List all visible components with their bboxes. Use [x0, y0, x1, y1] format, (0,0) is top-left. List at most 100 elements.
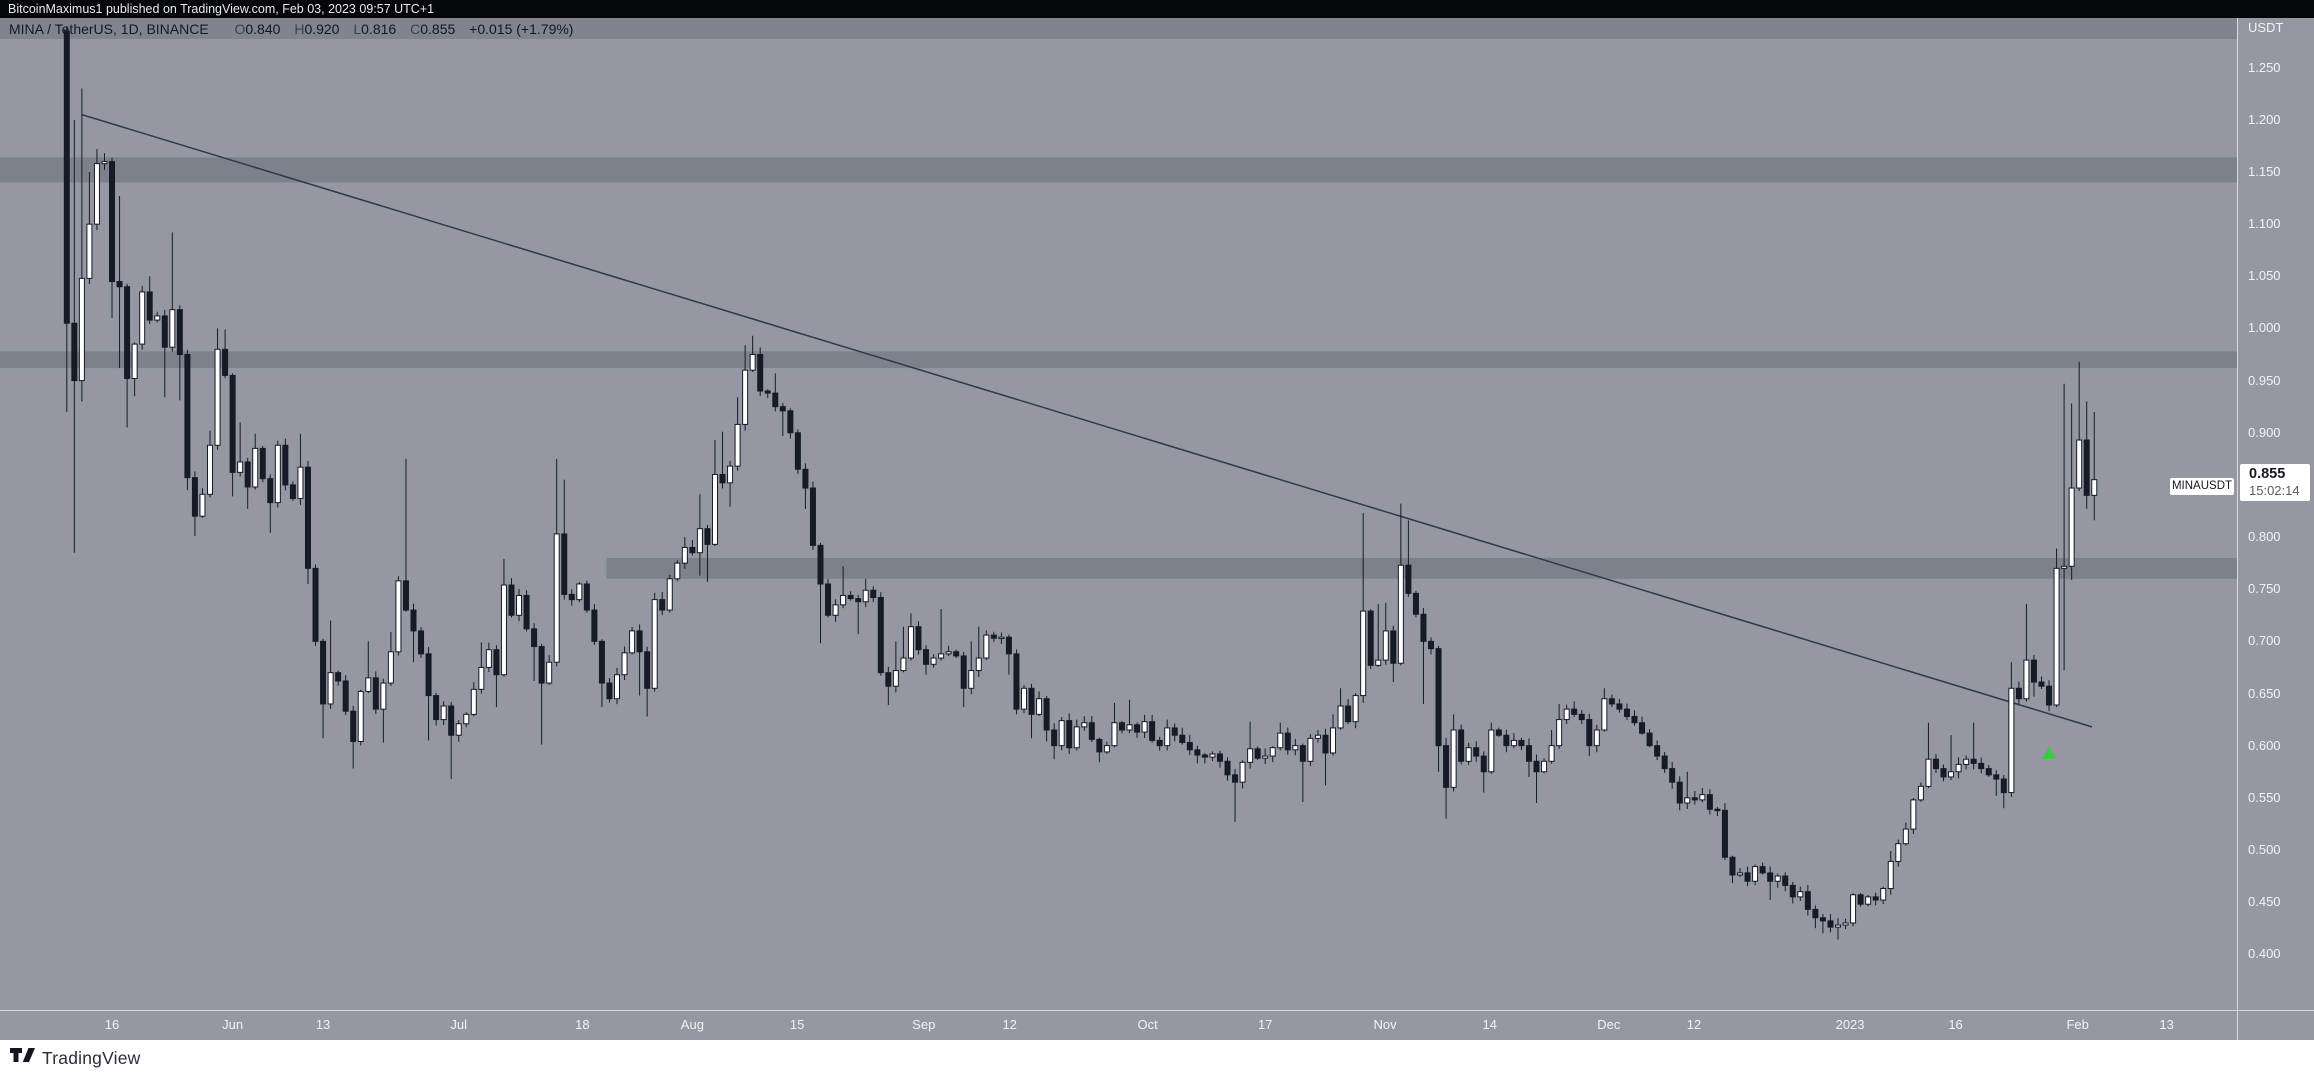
candle-body: [990, 634, 997, 639]
candle-body: [2023, 659, 2030, 700]
candle-body: [1880, 888, 1887, 901]
candle-body: [176, 309, 183, 356]
candle-body: [1345, 705, 1352, 723]
candle-body: [387, 651, 394, 684]
candle-body: [2015, 687, 2022, 700]
candle-body: [1458, 729, 1465, 762]
candle-body: [1156, 739, 1163, 747]
candle-body: [320, 640, 327, 705]
candle-body: [1020, 687, 1027, 710]
candle-body: [1917, 785, 1924, 801]
candle-body: [1465, 747, 1472, 762]
price-tick-label: 0.500: [2248, 841, 2281, 857]
candle-body: [1556, 719, 1563, 747]
price-tick-label: 1.050: [2248, 268, 2281, 284]
candle-body: [1179, 734, 1186, 744]
candle-body: [1013, 653, 1020, 710]
symbol-title[interactable]: MINA / TetherUS, 1D, BINANCE: [9, 21, 209, 37]
candle-body: [1541, 760, 1548, 773]
candle-body: [493, 649, 500, 676]
open-label: O: [234, 21, 246, 37]
candle-body: [139, 291, 146, 345]
candle-body: [1616, 703, 1623, 710]
candle-body: [1993, 774, 2000, 780]
candle-body: [2030, 659, 2037, 683]
price-tick-label: 0.600: [2248, 737, 2281, 753]
candle-body: [1593, 729, 1600, 747]
tradingview-logo-icon: [10, 1048, 35, 1062]
candle-body: [523, 594, 530, 630]
candle-body: [1804, 891, 1811, 910]
price-axis-separator[interactable]: [2237, 18, 2238, 1040]
candle-body: [1812, 908, 1819, 919]
candle-body: [1171, 727, 1178, 736]
candle-body: [930, 657, 937, 665]
candle-body: [1721, 809, 1728, 858]
candle-body: [2083, 439, 2090, 496]
candle-body: [1601, 698, 1608, 731]
candle-body: [1654, 745, 1661, 757]
candle-body: [380, 682, 387, 710]
time-tick-label: Sep: [912, 1017, 936, 1032]
price-tick-label: 1.000: [2248, 320, 2281, 336]
candle-body: [101, 161, 108, 165]
candle-body: [199, 493, 206, 517]
descending-trendline[interactable]: [81, 113, 2093, 728]
candle-body: [923, 649, 930, 665]
candle-body: [719, 473, 726, 484]
candle-body: [1518, 739, 1525, 747]
price-tick-label: 0.800: [2248, 529, 2281, 545]
candle-body: [1450, 729, 1457, 788]
candle-body: [1081, 722, 1088, 728]
candle-body: [666, 578, 673, 611]
candle-body: [598, 640, 605, 684]
candle-body: [1088, 722, 1095, 740]
time-tick-label: 13: [315, 1017, 331, 1032]
time-axis-separator[interactable]: [0, 1010, 2314, 1011]
candle-body: [1586, 719, 1593, 747]
candle-body: [425, 653, 432, 697]
candle-body: [892, 670, 899, 687]
candle-body: [1623, 708, 1630, 717]
candle-body: [629, 630, 636, 654]
price-axis-currency-label: USDT: [2248, 20, 2284, 35]
candle-body: [1925, 758, 1932, 787]
candle-body: [1978, 762, 1985, 770]
candle-body: [1314, 734, 1321, 739]
candle-body: [86, 223, 93, 279]
candle-body: [1239, 761, 1246, 783]
candle-body: [1571, 708, 1578, 715]
candle-body: [1224, 760, 1231, 776]
candle-body: [651, 599, 658, 689]
candle-body: [357, 690, 364, 742]
candle-body: [779, 406, 786, 412]
chart-legend[interactable]: MINA / TetherUS, 1D, BINANCE O0.840 H0.9…: [9, 19, 573, 39]
candle-body: [1767, 872, 1774, 882]
candle-body: [1940, 768, 1947, 778]
candle-body: [1043, 698, 1050, 731]
time-tick-label: Oct: [1137, 1017, 1158, 1032]
candle-body: [644, 651, 651, 689]
candle-body: [1103, 745, 1110, 753]
tradingview-logo[interactable]: TradingView: [10, 1048, 141, 1069]
candle-body: [485, 649, 492, 668]
candle-body: [1194, 749, 1201, 756]
candle-body: [2000, 778, 2007, 794]
candle-body: [1563, 708, 1570, 721]
candle-body: [1842, 922, 1849, 926]
tradingview-logo-text: TradingView: [42, 1048, 141, 1068]
candle-body: [1186, 742, 1193, 751]
candle-body: [289, 484, 296, 499]
candle-body: [1164, 727, 1171, 747]
candle-body: [2046, 685, 2053, 706]
candle-body: [734, 423, 741, 467]
buy-signal-marker-icon[interactable]: [2042, 746, 2057, 759]
footer: TradingView: [0, 1040, 2314, 1079]
candle-body: [1209, 753, 1216, 758]
candle-body: [184, 354, 191, 479]
candle-body: [1134, 724, 1141, 733]
candle-body: [1789, 884, 1796, 898]
candle-body: [945, 651, 952, 655]
candle-body: [1360, 610, 1367, 697]
